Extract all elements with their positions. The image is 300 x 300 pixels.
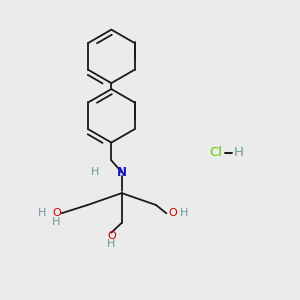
- Text: H: H: [38, 208, 46, 218]
- Text: H: H: [234, 146, 244, 160]
- Text: H: H: [52, 217, 61, 227]
- Text: H: H: [107, 238, 116, 249]
- Text: O: O: [52, 208, 61, 218]
- Text: H: H: [91, 167, 99, 177]
- Text: N: N: [117, 166, 127, 179]
- Text: O: O: [168, 208, 177, 218]
- Text: H: H: [179, 208, 188, 218]
- Text: Cl: Cl: [209, 146, 222, 160]
- Text: O: O: [107, 231, 116, 241]
